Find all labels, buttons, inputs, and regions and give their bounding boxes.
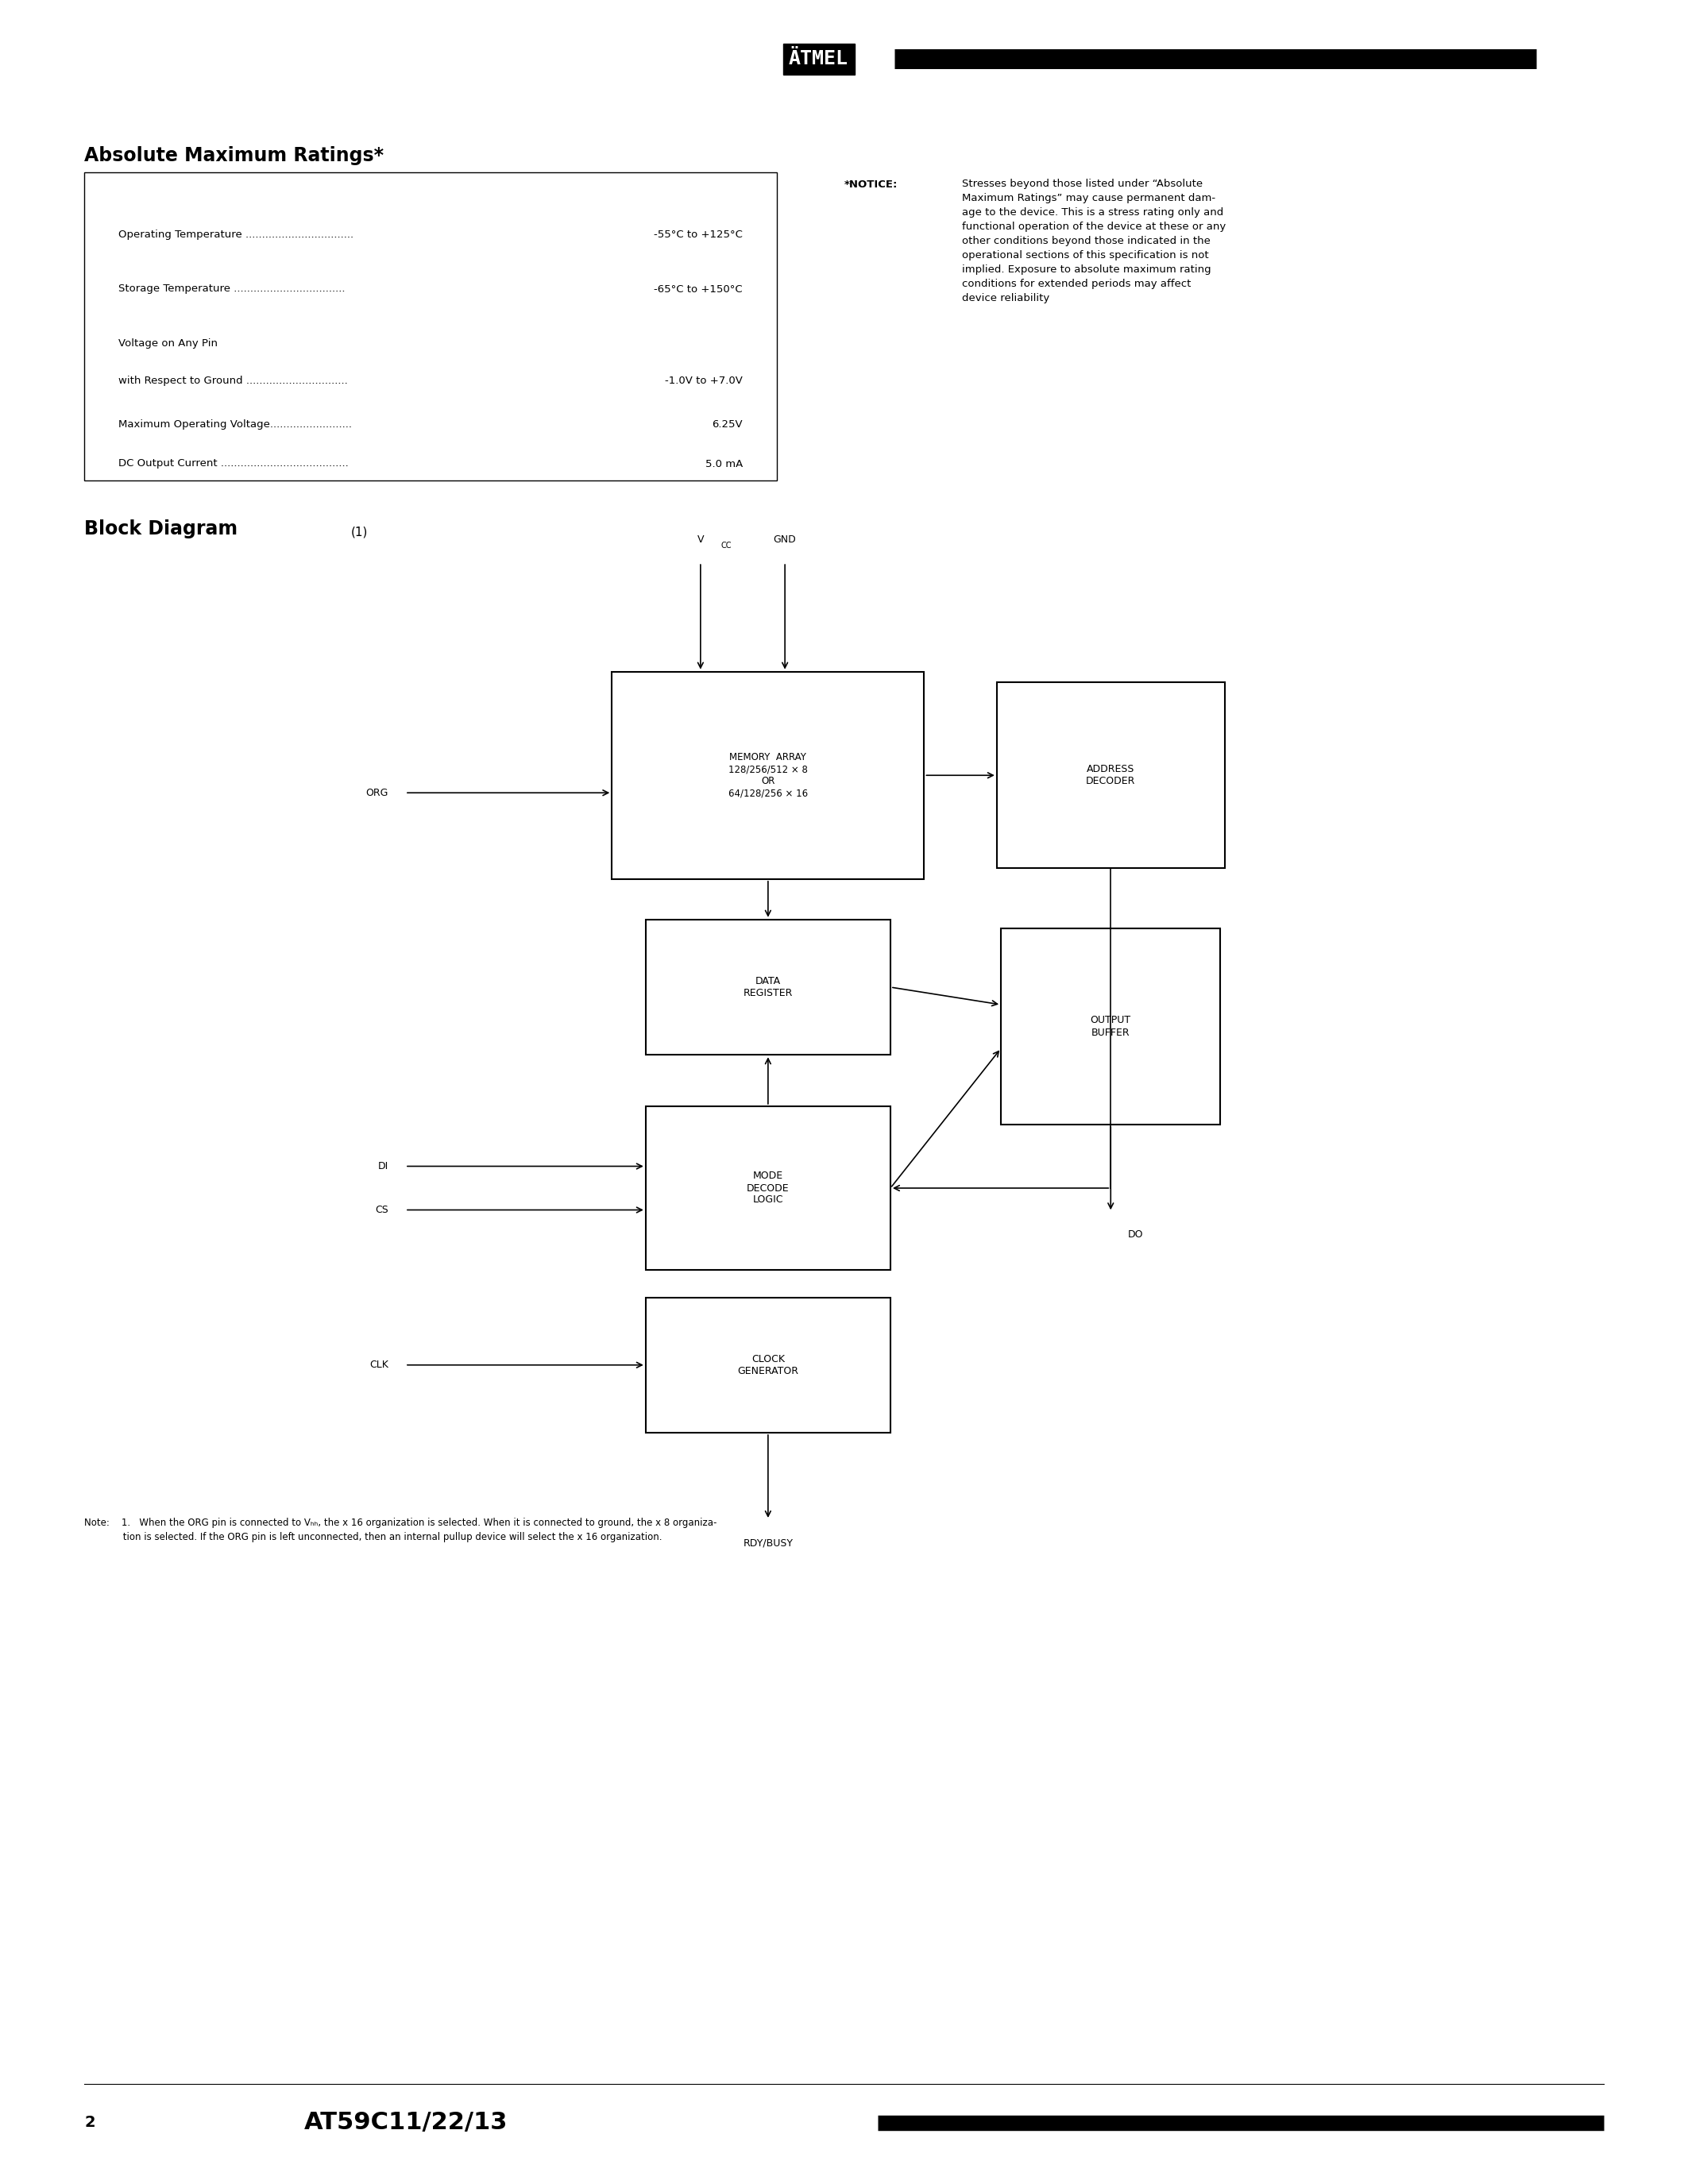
Text: -1.0V to +7.0V: -1.0V to +7.0V bbox=[665, 376, 743, 387]
Text: with Respect to Ground ...............................: with Respect to Ground .................… bbox=[118, 376, 348, 387]
Text: Stresses beyond those listed under “Absolute
Maximum Ratings” may cause permanen: Stresses beyond those listed under “Abso… bbox=[962, 179, 1225, 304]
Text: CS: CS bbox=[375, 1206, 388, 1214]
Text: OUTPUT
BUFFER: OUTPUT BUFFER bbox=[1090, 1016, 1131, 1037]
Text: ORG: ORG bbox=[366, 788, 388, 797]
Text: -55°C to +125°C: -55°C to +125°C bbox=[653, 229, 743, 240]
Text: DO: DO bbox=[1128, 1230, 1143, 1241]
Text: 2: 2 bbox=[84, 2116, 95, 2129]
Text: Block Diagram: Block Diagram bbox=[84, 520, 238, 539]
Bar bbox=[996, 681, 1225, 869]
Text: 6.25V: 6.25V bbox=[712, 419, 743, 430]
Text: Maximum Operating Voltage.........................: Maximum Operating Voltage...............… bbox=[118, 419, 351, 430]
Text: Note:    1.   When the ORG pin is connected to Vₕₕ, the x 16 organization is sel: Note: 1. When the ORG pin is connected t… bbox=[84, 1518, 717, 1542]
Text: Voltage on Any Pin: Voltage on Any Pin bbox=[118, 339, 218, 349]
Text: ÄTMEL: ÄTMEL bbox=[788, 50, 849, 68]
Text: *NOTICE:: *NOTICE: bbox=[844, 179, 898, 190]
Bar bbox=[645, 1297, 891, 1433]
Text: CLK: CLK bbox=[370, 1361, 388, 1369]
Text: Absolute Maximum Ratings*: Absolute Maximum Ratings* bbox=[84, 146, 383, 166]
Text: (1): (1) bbox=[351, 526, 368, 537]
Text: V: V bbox=[697, 535, 704, 546]
Text: 5.0 mA: 5.0 mA bbox=[706, 459, 743, 470]
Bar bbox=[613, 673, 925, 880]
Text: AT59C11/22/13: AT59C11/22/13 bbox=[304, 2112, 508, 2134]
Text: ADDRESS
DECODER: ADDRESS DECODER bbox=[1085, 764, 1136, 786]
Text: DATA
REGISTER: DATA REGISTER bbox=[743, 976, 793, 998]
Text: DI: DI bbox=[378, 1162, 388, 1171]
Bar bbox=[1001, 928, 1220, 1125]
Text: Operating Temperature .................................: Operating Temperature ..................… bbox=[118, 229, 353, 240]
Text: CLOCK
GENERATOR: CLOCK GENERATOR bbox=[738, 1354, 798, 1376]
Bar bbox=[645, 919, 891, 1055]
Text: CC: CC bbox=[721, 542, 731, 550]
Text: DC Output Current .......................................: DC Output Current ......................… bbox=[118, 459, 348, 470]
Text: Storage Temperature ..................................: Storage Temperature ....................… bbox=[118, 284, 344, 295]
Bar bbox=[645, 1105, 891, 1271]
Text: GND: GND bbox=[773, 535, 797, 546]
Text: RDY/BUSY: RDY/BUSY bbox=[743, 1538, 793, 1548]
Bar bbox=[84, 173, 776, 480]
Text: MODE
DECODE
LOGIC: MODE DECODE LOGIC bbox=[746, 1171, 790, 1206]
Text: -65°C to +150°C: -65°C to +150°C bbox=[653, 284, 743, 295]
Text: MEMORY  ARRAY
128/256/512 × 8
OR
64/128/256 × 16: MEMORY ARRAY 128/256/512 × 8 OR 64/128/2… bbox=[728, 751, 809, 799]
